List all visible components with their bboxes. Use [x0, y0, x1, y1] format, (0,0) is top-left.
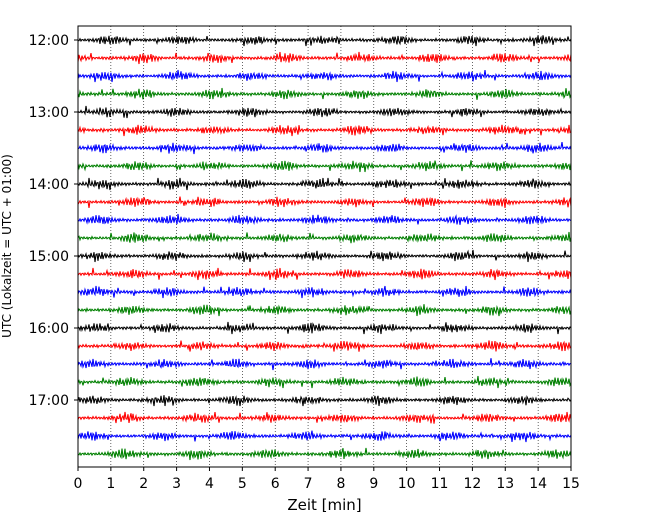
trace-1300 [77, 105, 572, 119]
y-tick-label: 16:00 [29, 321, 69, 337]
axes-frame [77, 25, 572, 468]
x-tick-label: 8 [336, 476, 345, 492]
trace-1615 [77, 340, 572, 352]
x-tick-label: 11 [431, 476, 449, 492]
trace-1645 [77, 375, 572, 389]
x-tick-label: 14 [529, 476, 547, 492]
trace-1715 [77, 411, 572, 424]
y-axis-ticks: 12:00 13:00 14:00 15:00 16:00 17:00 [29, 33, 78, 409]
x-tick-label: 1 [106, 476, 115, 492]
trace-1315 [77, 124, 572, 137]
x-tick-label: 4 [205, 476, 214, 492]
x-tick-label: 6 [271, 476, 280, 492]
x-tick-label: 9 [369, 476, 378, 492]
x-tick-label: 13 [496, 476, 514, 492]
trace-1445 [77, 231, 572, 244]
y-tick-label: 17:00 [29, 393, 69, 409]
y-tick-label: 15:00 [29, 249, 69, 265]
x-tick-label: 0 [74, 476, 83, 492]
trace-1430 [77, 213, 572, 225]
trace-1515 [77, 267, 572, 281]
x-tick-label: 12 [463, 476, 481, 492]
trace-1415 [77, 196, 572, 209]
trace-1545 [77, 304, 572, 317]
x-tick-label: 15 [562, 476, 580, 492]
y-tick-label: 14:00 [29, 177, 69, 193]
x-tick-label: 5 [238, 476, 247, 492]
trace-1345 [77, 160, 572, 173]
traces [77, 35, 572, 461]
x-tick-label: 10 [398, 476, 416, 492]
trace-1530 [77, 285, 572, 299]
trace-1230 [77, 69, 572, 83]
x-tick-label: 7 [304, 476, 313, 492]
trace-1730 [77, 430, 572, 443]
y-tick-label: 13:00 [29, 105, 69, 121]
trace-1630 [77, 358, 572, 371]
x-tick-label: 3 [172, 476, 181, 492]
trace-1400 [77, 177, 572, 191]
trace-1215 [77, 51, 572, 65]
trace-1700 [77, 395, 572, 407]
trace-1745 [77, 447, 572, 461]
x-tick-label: 2 [139, 476, 148, 492]
y-tick-label: 12:00 [29, 33, 69, 49]
trace-1500 [77, 249, 572, 263]
y-axis-label: UTC (Lokalzeit = UTC + 01:00) [0, 154, 14, 338]
x-axis-ticks: 0 1 2 3 4 5 6 7 8 9 10 11 12 13 14 15 [74, 467, 580, 492]
trace-1200 [77, 35, 572, 47]
trace-1600 [77, 321, 572, 335]
trace-1330 [77, 141, 572, 155]
x-axis-label: Zeit [min] [287, 496, 361, 514]
trace-1245 [77, 87, 572, 100]
